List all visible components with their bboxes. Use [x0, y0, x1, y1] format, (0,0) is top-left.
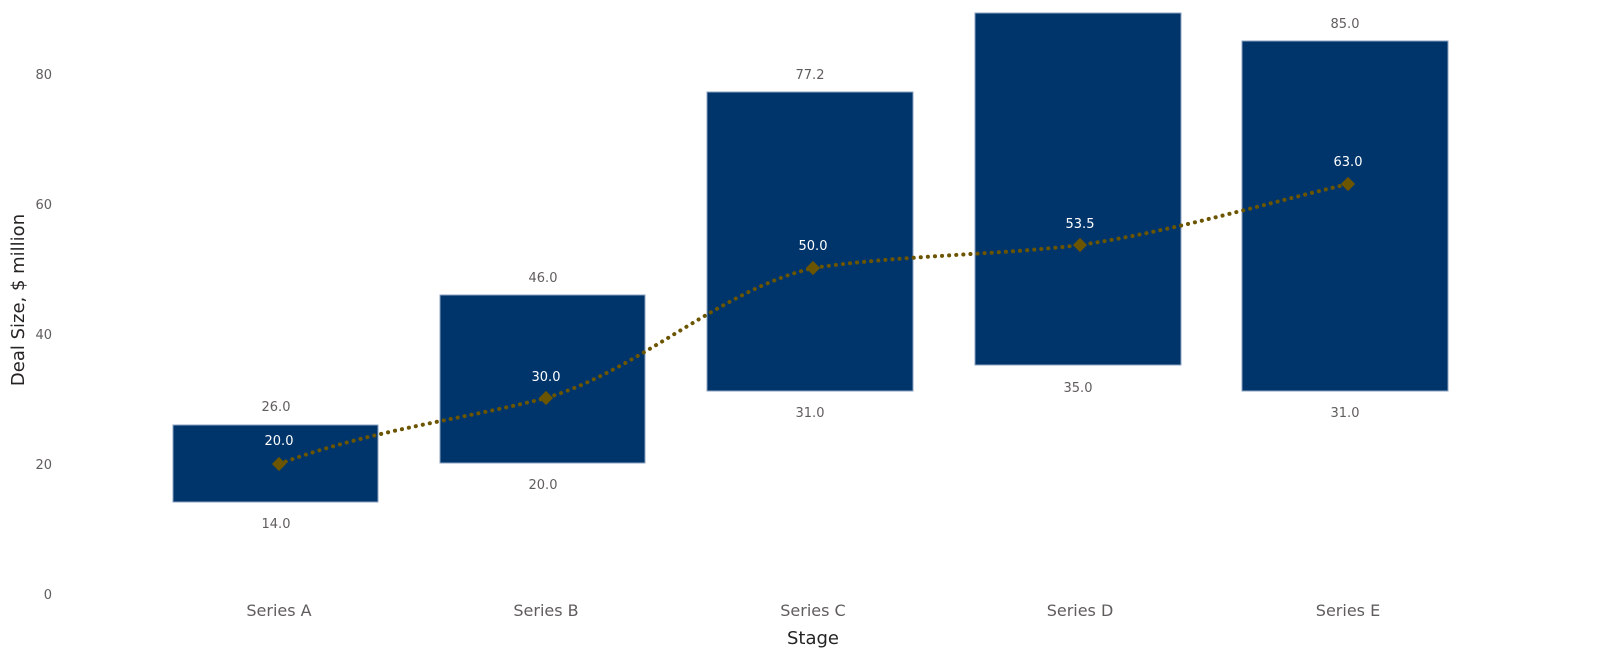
- y-axis: 0 20 40 60 80 Deal Size, $ million: [8, 68, 52, 603]
- bar-series-d[interactable]: [974, 12, 1182, 366]
- y-axis-title: Deal Size, $ million: [8, 214, 29, 386]
- bar-series-b[interactable]: [439, 294, 646, 464]
- low-label: 20.0: [529, 478, 558, 493]
- high-label: 26.0: [262, 400, 291, 415]
- bar-series-e[interactable]: [1241, 40, 1449, 392]
- high-label: 46.0: [529, 271, 558, 286]
- median-label: 20.0: [265, 434, 294, 449]
- diamond-marker-icon[interactable]: [1340, 176, 1356, 192]
- y-tick: 40: [35, 328, 52, 343]
- median-label: 50.0: [799, 239, 828, 254]
- y-tick: 60: [35, 198, 52, 213]
- x-axis-title: Stage: [787, 628, 839, 649]
- x-tick: Series B: [513, 601, 578, 620]
- low-label: 35.0: [1064, 381, 1093, 396]
- low-label: 31.0: [796, 406, 825, 421]
- median-label: 53.5: [1066, 217, 1095, 232]
- bar-series-c[interactable]: [706, 91, 914, 392]
- x-tick: Series C: [780, 601, 845, 620]
- y-tick: 20: [35, 458, 52, 473]
- diamond-marker-icon[interactable]: [538, 390, 554, 406]
- median-line: [271, 176, 1356, 472]
- diamond-marker-icon[interactable]: [271, 456, 287, 472]
- diamond-marker-icon[interactable]: [1072, 237, 1088, 253]
- x-tick: Series A: [246, 601, 311, 620]
- line-labels: 20.0 30.0 50.0 53.5 63.0: [265, 155, 1363, 449]
- y-tick: 80: [35, 68, 52, 83]
- x-tick: Series D: [1047, 601, 1114, 620]
- high-label: 85.0: [1331, 17, 1360, 32]
- x-tick: Series E: [1316, 601, 1380, 620]
- bars: [172, 12, 1449, 503]
- x-axis: Series A Series B Series C Series D Seri…: [246, 601, 1380, 649]
- high-labels: 26.0 46.0 77.2 85.0: [262, 17, 1360, 415]
- high-label: 77.2: [796, 68, 825, 83]
- diamond-marker-icon[interactable]: [805, 260, 821, 276]
- low-labels: 14.0 20.0 31.0 35.0 31.0: [262, 381, 1360, 532]
- low-label: 31.0: [1331, 406, 1360, 421]
- y-tick: 0: [44, 588, 52, 603]
- low-label: 14.0: [262, 517, 291, 532]
- median-label: 30.0: [532, 370, 561, 385]
- median-label: 63.0: [1334, 155, 1363, 170]
